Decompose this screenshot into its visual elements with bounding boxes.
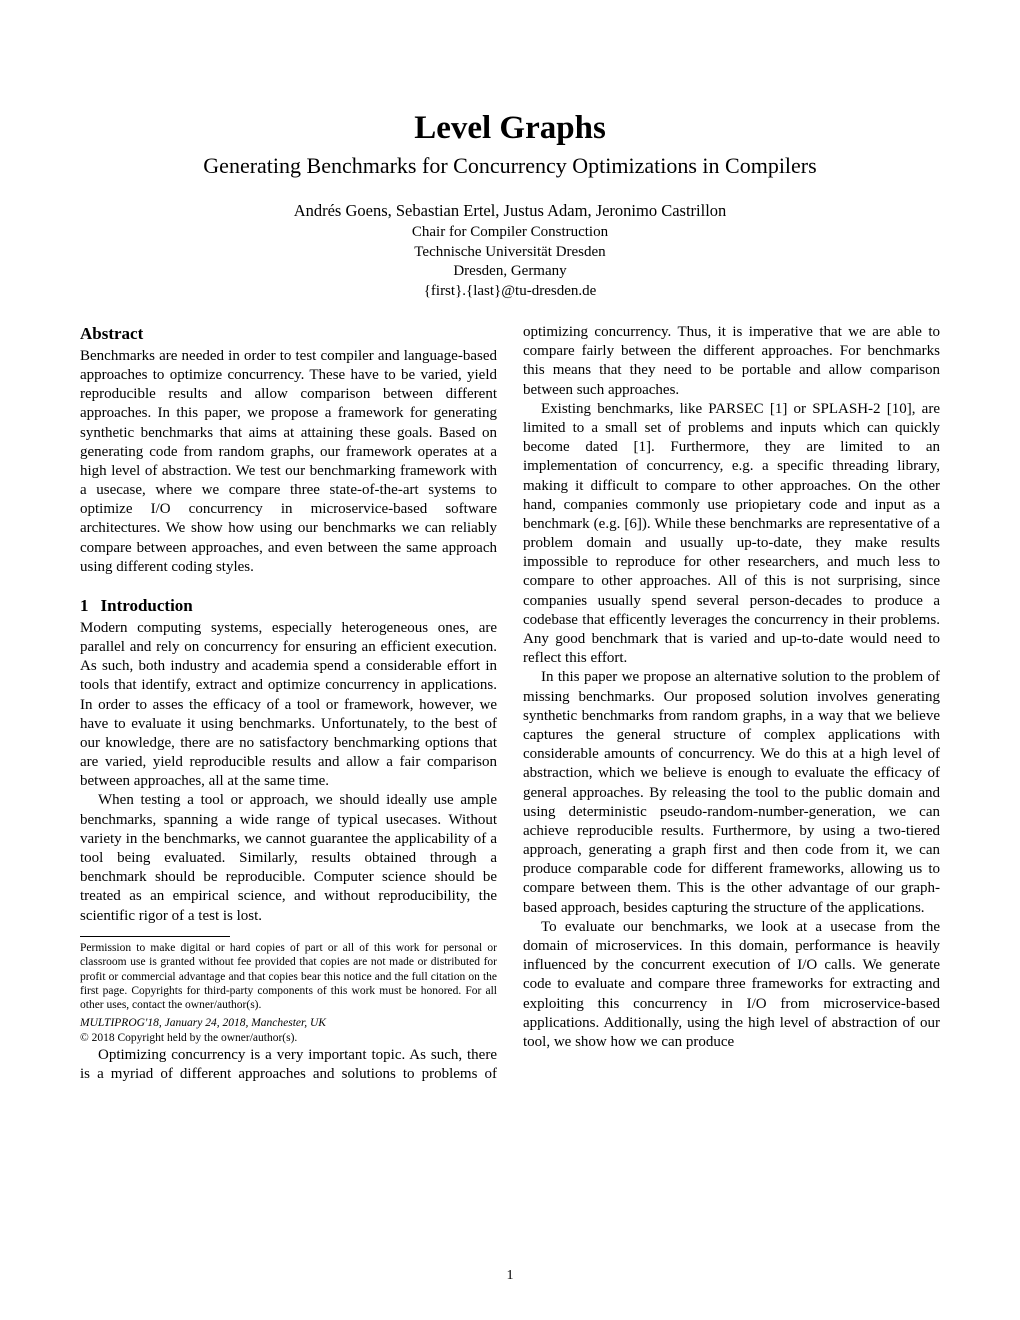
copyright-line: © 2018 Copyright held by the owner/autho… — [80, 1031, 497, 1046]
section-1-heading: 1 Introduction — [80, 595, 497, 617]
author-line: Andrés Goens, Sebastian Ertel, Justus Ad… — [80, 201, 940, 221]
intro-para-2: When testing a tool or approach, we shou… — [80, 791, 497, 925]
col2-para-4: To evaluate our benchmarks, we look at a… — [523, 918, 940, 1052]
abstract-text: Benchmarks are needed in order to test c… — [80, 347, 497, 577]
col2-para-3: In this paper we propose an alternative … — [523, 668, 940, 917]
body-columns: Abstract Benchmarks are needed in order … — [80, 323, 940, 1084]
abstract-heading: Abstract — [80, 323, 497, 345]
affiliation-block: Chair for Compiler Construction Technisc… — [80, 223, 940, 301]
affiliation-university: Technische Universität Dresden — [80, 243, 940, 263]
section-1-title: Introduction — [101, 596, 193, 615]
permission-text: Permission to make digital or hard copie… — [80, 941, 497, 1013]
venue-line: MULTIPROG'18, January 24, 2018, Manchest… — [80, 1016, 497, 1031]
col2-para-2: Existing benchmarks, like PARSEC [1] or … — [523, 400, 940, 669]
page: Level Graphs Generating Benchmarks for C… — [0, 0, 1020, 1320]
footnote-rule — [80, 936, 230, 937]
paper-title: Level Graphs — [80, 110, 940, 147]
paper-subtitle: Generating Benchmarks for Concurrency Op… — [80, 153, 940, 179]
affiliation-email: {first}.{last}@tu-dresden.de — [80, 282, 940, 302]
affiliation-chair: Chair for Compiler Construction — [80, 223, 940, 243]
intro-para-1: Modern computing systems, especially het… — [80, 619, 497, 792]
footer-permission-block: Permission to make digital or hard copie… — [80, 936, 497, 1046]
page-number: 1 — [0, 1268, 1020, 1284]
affiliation-city: Dresden, Germany — [80, 262, 940, 282]
section-1-number: 1 — [80, 596, 89, 615]
